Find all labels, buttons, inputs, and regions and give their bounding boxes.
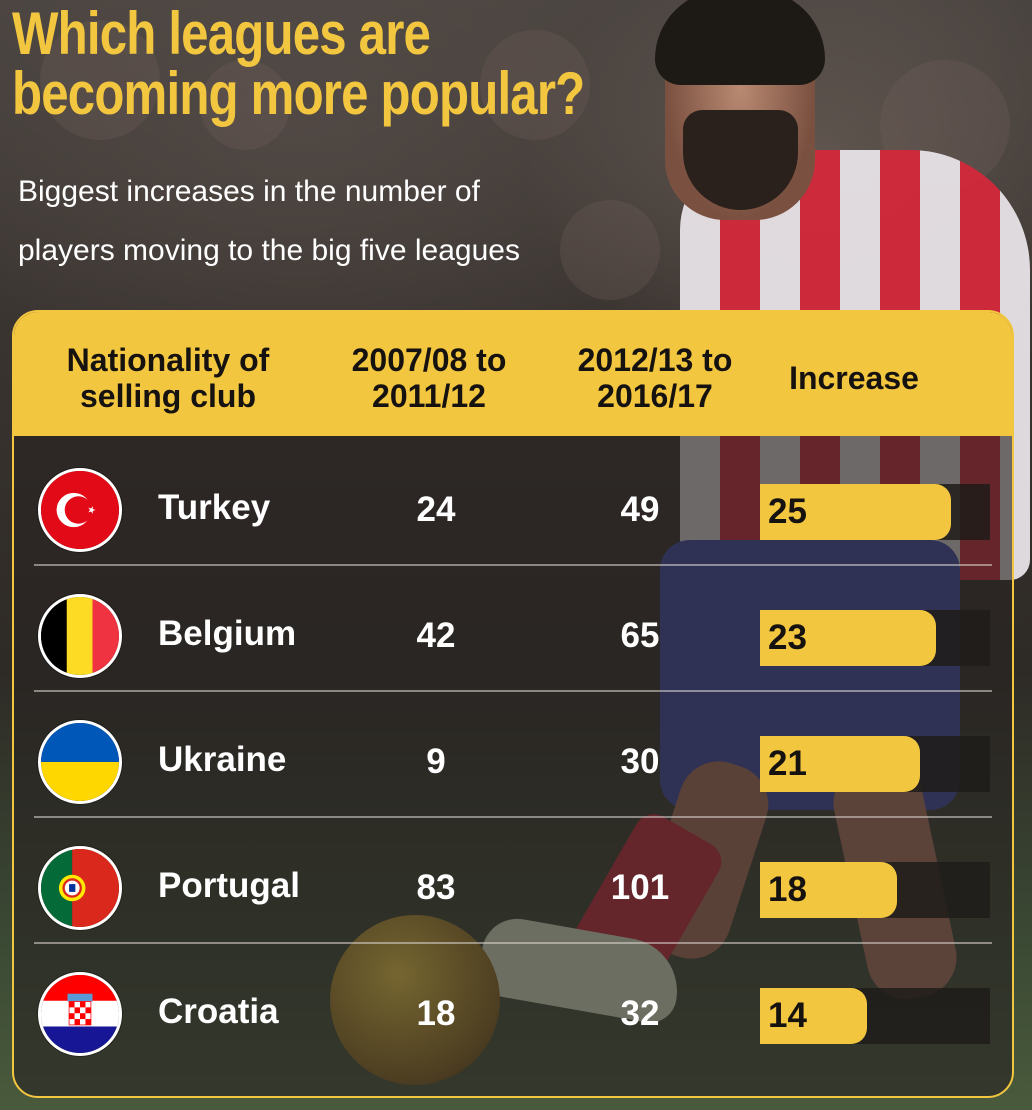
table-row: Belgium 42 65 23 [34, 566, 992, 692]
increase-bar [760, 484, 951, 540]
country-name: Belgium [158, 614, 297, 653]
header-period-2-line-1: 2012/13 to [577, 342, 733, 378]
table-row: Portugal 83 101 18 [34, 818, 992, 944]
increase-bar-track: 23 [760, 610, 990, 666]
page-title: Which leagues are becoming more popular? [12, 0, 585, 127]
period-1-value: 83 [416, 868, 456, 907]
row-divider [34, 690, 992, 692]
period-1-value: 9 [426, 742, 446, 781]
subtitle-line-2: players moving to the big five leagues [18, 234, 520, 267]
header-nationality-line-2: selling club [79, 378, 257, 414]
country-name: Portugal [158, 866, 300, 905]
header-period-1: 2007/08 to 2011/12 [324, 342, 534, 414]
increase-value: 21 [768, 744, 807, 783]
row-divider [34, 942, 992, 944]
increase-bar [760, 736, 920, 792]
page-subtitle: Biggest increases in the number of playe… [18, 162, 638, 280]
increase-value: 23 [768, 618, 807, 657]
row-divider [34, 564, 992, 566]
header-nationality: Nationality of selling club [28, 342, 308, 414]
increase-bar-track: 25 [760, 484, 990, 540]
croatia-flag-icon [38, 972, 122, 1056]
header-period-1-line-1: 2007/08 to [351, 342, 507, 378]
increase-value: 18 [768, 870, 807, 909]
period-2-value: 49 [620, 490, 660, 529]
period-2-value: 32 [620, 994, 660, 1033]
header-increase: Increase [789, 360, 919, 396]
table-header: Nationality of selling club 2007/08 to 2… [14, 312, 1012, 436]
subtitle-line-1: Biggest increases in the number of [18, 175, 480, 208]
period-1-value: 18 [416, 994, 456, 1033]
row-divider [34, 816, 992, 818]
title-line-1: Which leagues are [12, 0, 431, 67]
title-line-2: becoming more popular? [12, 60, 585, 127]
country-name: Croatia [158, 992, 279, 1031]
table-row: Croatia 18 32 14 [34, 944, 992, 1070]
increase-bar-track: 21 [760, 736, 990, 792]
period-2-value: 101 [610, 868, 670, 907]
increase-bar [760, 988, 867, 1044]
table-row: Ukraine 9 30 21 [34, 692, 992, 818]
increase-bar-track: 18 [760, 862, 990, 918]
header-nationality-line-1: Nationality of [66, 342, 270, 378]
table-panel: Nationality of selling club 2007/08 to 2… [12, 310, 1014, 1098]
turkey-flag-icon [38, 468, 122, 552]
period-1-value: 42 [416, 616, 456, 655]
country-name: Ukraine [158, 740, 287, 779]
period-2-value: 30 [620, 742, 660, 781]
increase-bar [760, 610, 936, 666]
increase-value: 14 [768, 996, 807, 1035]
period-1-value: 24 [416, 490, 456, 529]
increase-bar-track: 14 [760, 988, 990, 1044]
country-name: Turkey [158, 488, 271, 527]
header-period-2: 2012/13 to 2016/17 [550, 342, 760, 414]
belgium-flag-icon [38, 594, 122, 678]
table-row: Turkey 24 49 25 [34, 440, 992, 566]
header-period-1-line-2: 2011/12 [372, 378, 486, 414]
portugal-flag-icon [38, 846, 122, 930]
ukraine-flag-icon [38, 720, 122, 804]
increase-value: 25 [768, 492, 807, 531]
period-2-value: 65 [620, 616, 660, 655]
increase-bar [760, 862, 897, 918]
header-period-2-line-2: 2016/17 [597, 378, 713, 414]
